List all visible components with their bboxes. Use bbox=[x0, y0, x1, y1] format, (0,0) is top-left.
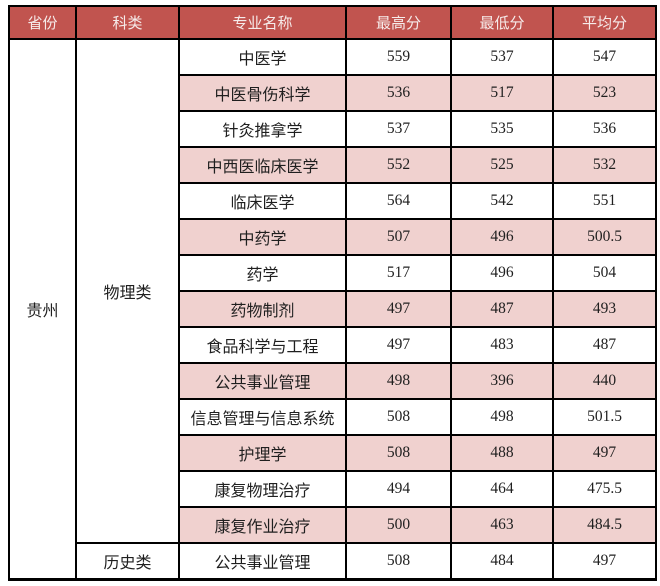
province-cell: 贵州 bbox=[8, 38, 77, 580]
max-score-cell: 564 bbox=[345, 182, 452, 220]
min-score-cell: 396 bbox=[450, 362, 554, 400]
max-score-cell: 559 bbox=[345, 38, 452, 76]
max-score-cell: 494 bbox=[345, 470, 452, 508]
major-name-cell: 食品科学与工程 bbox=[178, 326, 347, 364]
max-score-cell: 497 bbox=[345, 326, 452, 364]
max-score-cell: 507 bbox=[345, 218, 452, 256]
column-header-max-score: 最高分 bbox=[345, 5, 452, 40]
category-cell: 历史类 bbox=[75, 542, 180, 580]
major-name-cell: 信息管理与信息系统 bbox=[178, 398, 347, 436]
max-score-cell: 508 bbox=[345, 434, 452, 472]
max-score-cell: 498 bbox=[345, 362, 452, 400]
min-score-cell: 517 bbox=[450, 74, 554, 112]
table-row: 药物制剂 497 487 493 bbox=[9, 290, 657, 328]
major-name-cell: 临床医学 bbox=[178, 182, 347, 220]
avg-score-cell: 523 bbox=[552, 74, 657, 112]
major-name-cell: 中医学 bbox=[178, 38, 347, 76]
max-score-cell: 508 bbox=[345, 542, 452, 580]
min-score-cell: 496 bbox=[450, 254, 554, 292]
avg-score-cell: 551 bbox=[552, 182, 657, 220]
min-score-cell: 464 bbox=[450, 470, 554, 508]
max-score-cell: 552 bbox=[345, 146, 452, 184]
table-row: 康复作业治疗 500 463 484.5 bbox=[9, 506, 657, 544]
min-score-cell: 498 bbox=[450, 398, 554, 436]
column-header-avg-score: 平均分 bbox=[552, 5, 657, 40]
avg-score-cell: 501.5 bbox=[552, 398, 657, 436]
min-score-cell: 488 bbox=[450, 434, 554, 472]
avg-score-cell: 484.5 bbox=[552, 506, 657, 544]
table-row: 中医骨伤科学 536 517 523 bbox=[9, 74, 657, 112]
max-score-cell: 537 bbox=[345, 110, 452, 148]
table-row: 针灸推拿学 537 535 536 bbox=[9, 110, 657, 148]
avg-score-cell: 536 bbox=[552, 110, 657, 148]
major-name-cell: 康复物理治疗 bbox=[178, 470, 347, 508]
admission-scores-table: 省份 科类 专业名称 最高分 最低分 平均分 贵州 物理类 中医学 559 537 547 中医骨伤科… bbox=[8, 5, 657, 581]
column-header-major: 专业名称 bbox=[178, 5, 347, 40]
min-score-cell: 525 bbox=[450, 146, 554, 184]
min-score-cell: 463 bbox=[450, 506, 554, 544]
max-score-cell: 517 bbox=[345, 254, 452, 292]
min-score-cell: 535 bbox=[450, 110, 554, 148]
min-score-cell: 487 bbox=[450, 290, 554, 328]
table-row: 公共事业管理 498 396 440 bbox=[9, 362, 657, 400]
column-header-category: 科类 bbox=[75, 5, 180, 40]
min-score-cell: 483 bbox=[450, 326, 554, 364]
table-row: 护理学 508 488 497 bbox=[9, 434, 657, 472]
max-score-cell: 497 bbox=[345, 290, 452, 328]
major-name-cell: 护理学 bbox=[178, 434, 347, 472]
table-row: 中西医临床医学 552 525 532 bbox=[9, 146, 657, 184]
table-row: 康复物理治疗 494 464 475.5 bbox=[9, 470, 657, 508]
table-row: 信息管理与信息系统 508 498 501.5 bbox=[9, 398, 657, 436]
avg-score-cell: 532 bbox=[552, 146, 657, 184]
max-score-cell: 508 bbox=[345, 398, 452, 436]
major-name-cell: 中药学 bbox=[178, 218, 347, 256]
table-row: 贵州 物理类 中医学 559 537 547 bbox=[8, 38, 657, 580]
avg-score-cell: 475.5 bbox=[552, 470, 657, 508]
avg-score-cell: 493 bbox=[552, 290, 657, 328]
table-row: 历史类 公共事业管理 508 484 497 bbox=[9, 542, 657, 580]
major-name-cell: 公共事业管理 bbox=[178, 362, 347, 400]
major-name-cell: 药学 bbox=[178, 254, 347, 292]
max-score-cell: 500 bbox=[345, 506, 452, 544]
avg-score-cell: 497 bbox=[552, 542, 657, 580]
major-name-cell: 康复作业治疗 bbox=[178, 506, 347, 544]
min-score-cell: 484 bbox=[450, 542, 554, 580]
column-header-min-score: 最低分 bbox=[450, 5, 554, 40]
min-score-cell: 537 bbox=[450, 38, 554, 76]
table-row: 中药学 507 496 500.5 bbox=[9, 218, 657, 256]
major-name-cell: 中医骨伤科学 bbox=[178, 74, 347, 112]
major-name-cell: 针灸推拿学 bbox=[178, 110, 347, 148]
avg-score-cell: 547 bbox=[552, 38, 657, 76]
table-row: 药学 517 496 504 bbox=[9, 254, 657, 292]
avg-score-cell: 487 bbox=[552, 326, 657, 364]
table-row: 食品科学与工程 497 483 487 bbox=[9, 326, 657, 364]
avg-score-cell: 500.5 bbox=[552, 218, 657, 256]
avg-score-cell: 504 bbox=[552, 254, 657, 292]
min-score-cell: 496 bbox=[450, 218, 554, 256]
avg-score-cell: 497 bbox=[552, 434, 657, 472]
min-score-cell: 542 bbox=[450, 182, 554, 220]
table-row: 临床医学 564 542 551 bbox=[9, 182, 657, 220]
header-row: 省份 科类 专业名称 最高分 最低分 平均分 bbox=[8, 5, 657, 40]
major-name-cell: 药物制剂 bbox=[178, 290, 347, 328]
major-name-cell: 中西医临床医学 bbox=[178, 146, 347, 184]
avg-score-cell: 440 bbox=[552, 362, 657, 400]
category-cell: 物理类 bbox=[75, 38, 180, 544]
max-score-cell: 536 bbox=[345, 74, 452, 112]
major-name-cell: 公共事业管理 bbox=[178, 542, 347, 580]
column-header-province: 省份 bbox=[8, 5, 77, 40]
